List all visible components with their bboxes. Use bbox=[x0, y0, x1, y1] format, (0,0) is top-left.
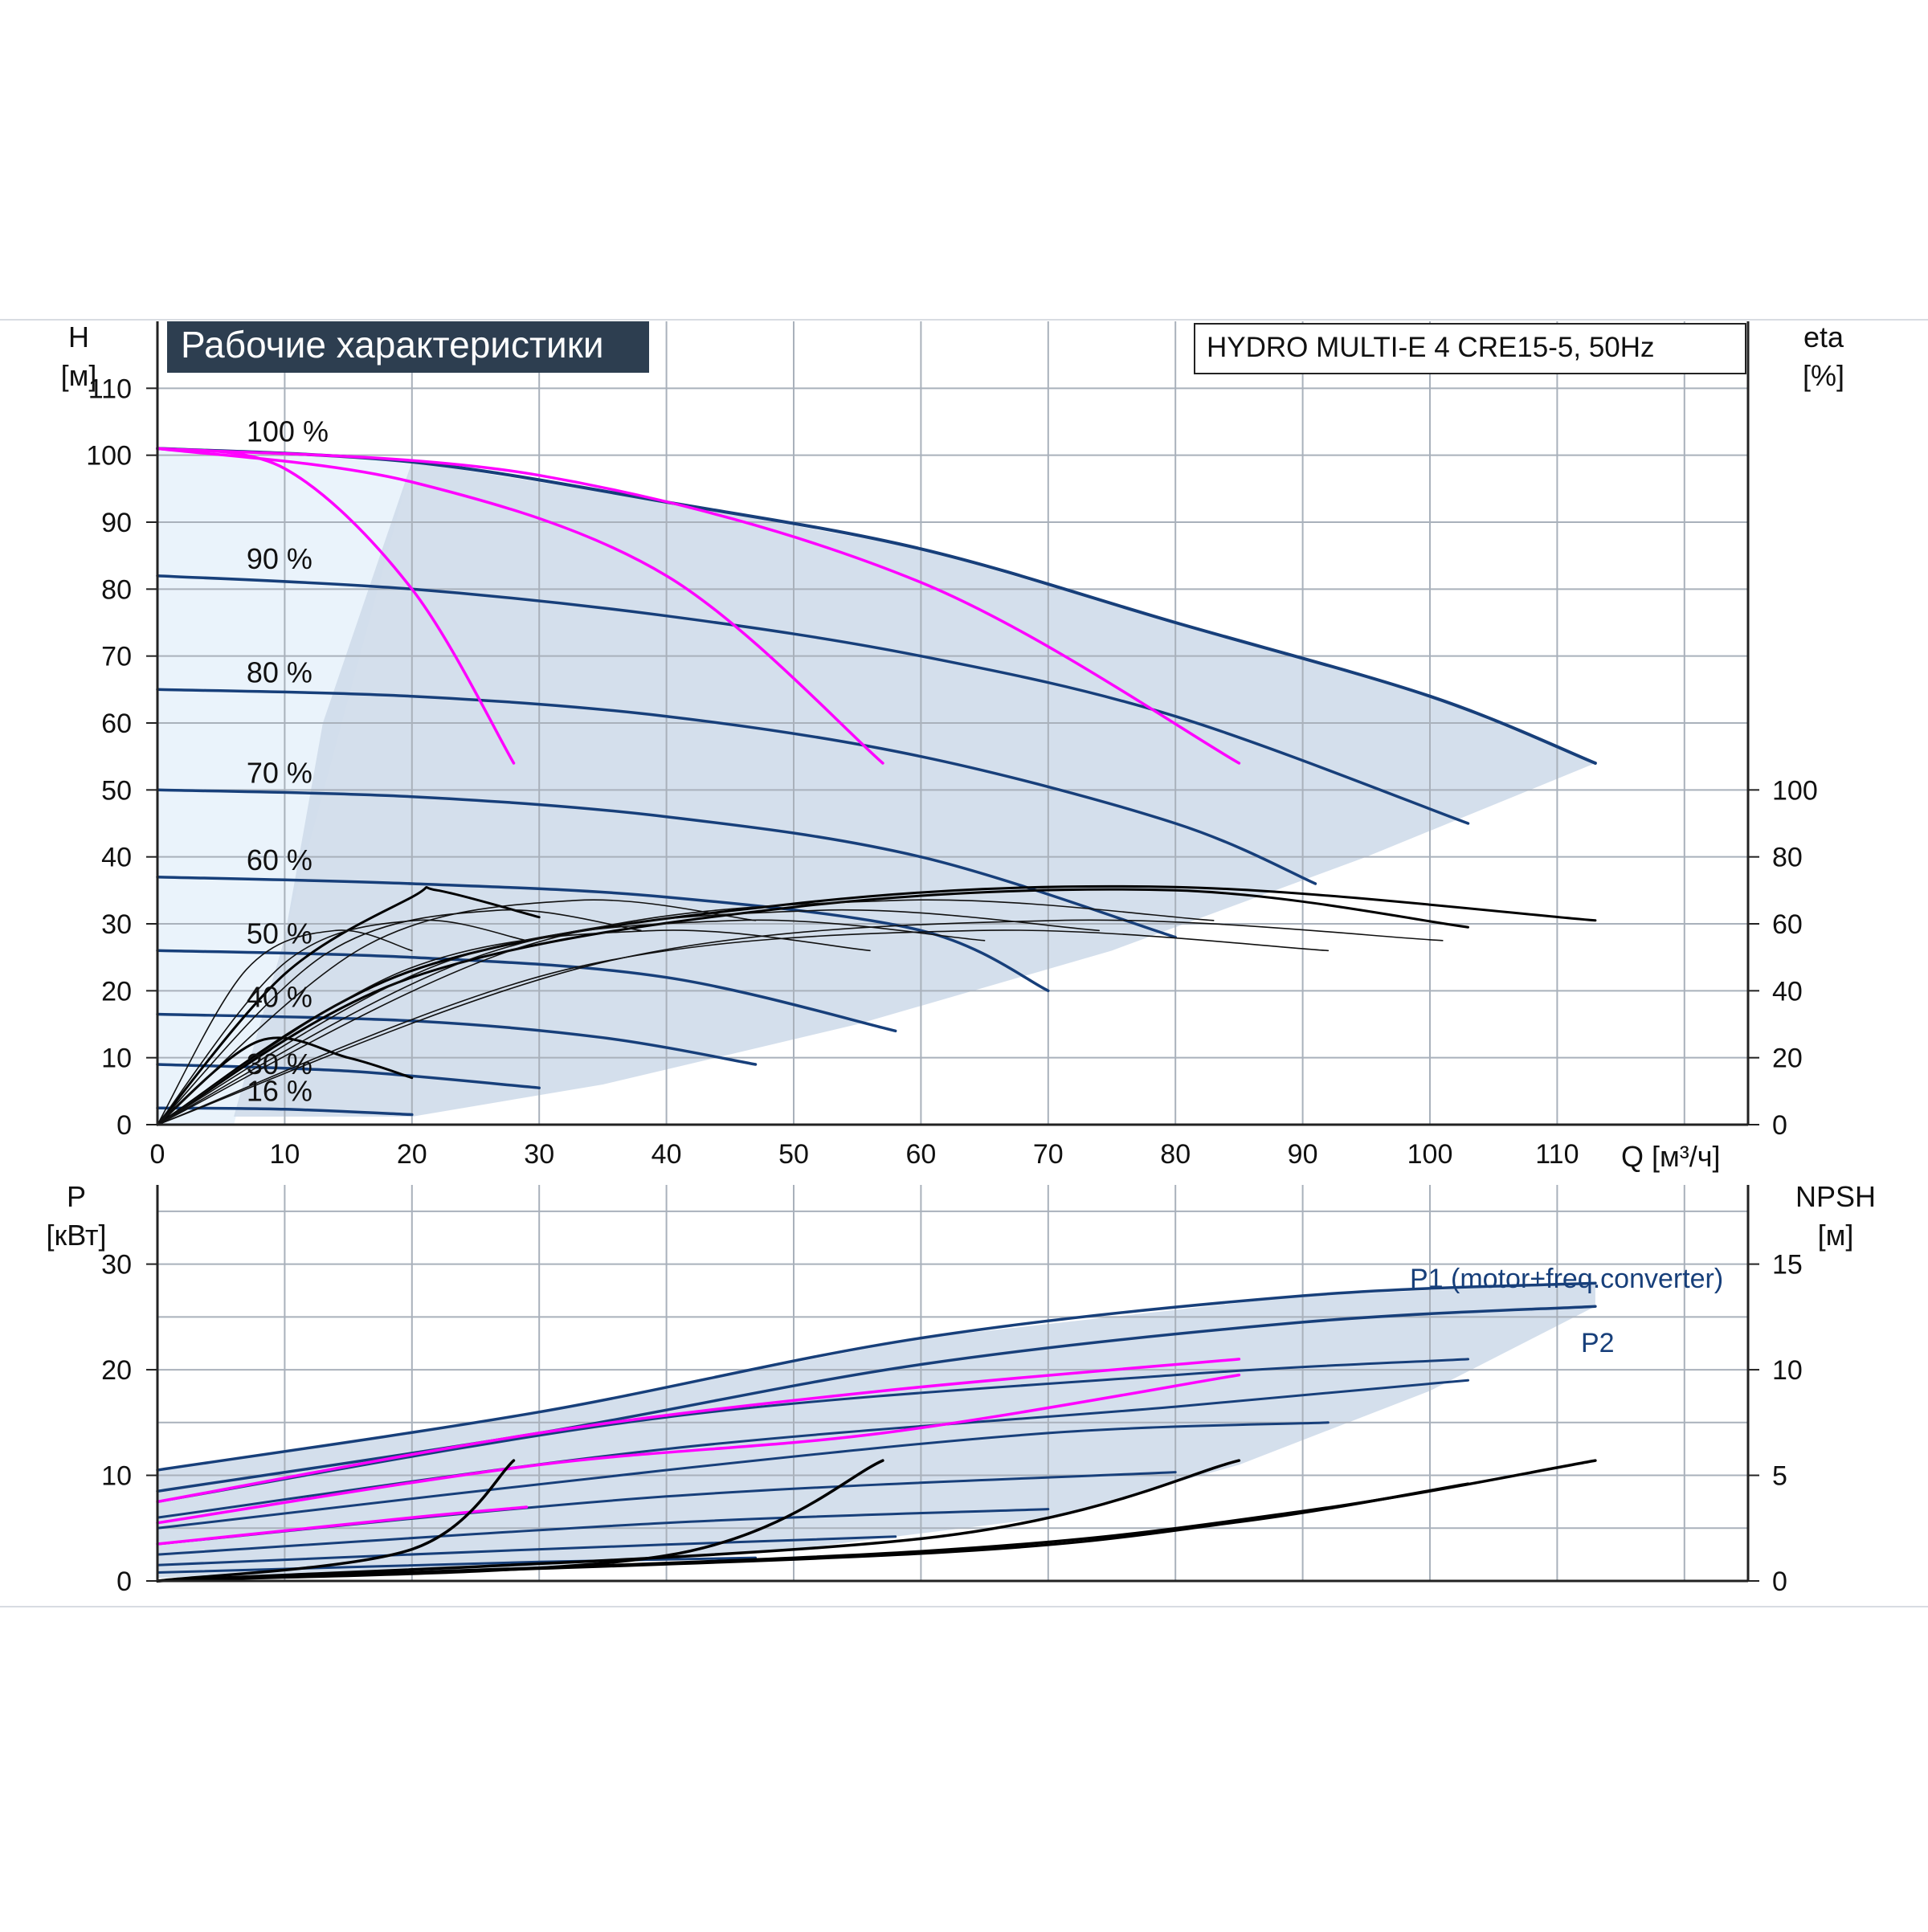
power-curve-8 bbox=[156, 1556, 757, 1574]
system-power-curve-10 bbox=[156, 1373, 1241, 1525]
chart-subtitle-box bbox=[1194, 323, 1746, 374]
speed-label: 40 % bbox=[247, 981, 312, 1014]
head-curve-6 bbox=[156, 1012, 758, 1066]
head-curve-0 bbox=[156, 447, 1597, 765]
head-y-tick-label: 100 bbox=[86, 441, 132, 472]
eta-y-tick-label: 80 bbox=[1772, 843, 1803, 873]
p2-label: P2 bbox=[1581, 1328, 1615, 1358]
speed-label: 30 % bbox=[247, 1048, 312, 1080]
eta-y-tick-label: 40 bbox=[1772, 976, 1803, 1007]
efficiency-fan-curve bbox=[157, 929, 413, 1125]
chart-title: Рабочие характеристики bbox=[181, 324, 604, 366]
head-y-tick-label: 20 bbox=[101, 976, 132, 1007]
efficiency-fan-curve bbox=[157, 919, 1444, 1125]
eta-axis-unit: [%] bbox=[1803, 359, 1844, 392]
head-x-tick-label: 30 bbox=[524, 1139, 554, 1170]
efficiency-fan-curve bbox=[157, 909, 642, 1125]
head-x-tick-label: 10 bbox=[269, 1139, 300, 1170]
npsh-axis-unit: [м] bbox=[1818, 1219, 1854, 1252]
power-y-tick-label: 30 bbox=[101, 1250, 132, 1281]
npsh-y-tick-label: 15 bbox=[1772, 1250, 1803, 1281]
efficiency-fan-curve bbox=[157, 929, 871, 1125]
head-y-tick-label: 0 bbox=[116, 1110, 132, 1141]
head-curve-4 bbox=[156, 875, 1050, 993]
power-y-tick-label: 10 bbox=[101, 1461, 132, 1492]
efficiency-fan-curve bbox=[157, 909, 1100, 1125]
power-curve-6 bbox=[156, 1508, 1050, 1556]
head-x-tick-label: 80 bbox=[1160, 1139, 1191, 1170]
head-x-tick-label: 0 bbox=[150, 1139, 165, 1170]
power-curve-2 bbox=[156, 1358, 1469, 1503]
head-curve-2 bbox=[156, 688, 1317, 885]
efficiency-curve-13 bbox=[156, 888, 1469, 1126]
efficiency-fan-curve bbox=[157, 899, 757, 1125]
efficiency-curve-14 bbox=[156, 885, 541, 1126]
flow-axis-label: Q [м³/ч] bbox=[1621, 1140, 1721, 1173]
head-x-tick-label: 110 bbox=[1535, 1139, 1579, 1170]
head-y-tick-label: 90 bbox=[101, 508, 132, 538]
head-x-tick-label: 70 bbox=[1033, 1139, 1064, 1170]
head-y-tick-label: 40 bbox=[101, 843, 132, 873]
head-x-tick-label: 90 bbox=[1288, 1139, 1318, 1170]
head-y-tick-label: 10 bbox=[101, 1044, 132, 1074]
power-y-tick-label: 0 bbox=[116, 1566, 132, 1597]
head-x-tick-label: 20 bbox=[397, 1139, 427, 1170]
eta-y-tick-label: 60 bbox=[1772, 909, 1803, 940]
eta-axis-name: eta bbox=[1803, 321, 1844, 353]
chart-subtitle: HYDRO MULTI-E 4 CRE15-5, 50Hz bbox=[1207, 332, 1655, 363]
eta-y-tick-label: 100 bbox=[1772, 775, 1818, 806]
power-axis-unit: [кВт] bbox=[46, 1219, 106, 1252]
npsh-curve-15 bbox=[156, 1459, 516, 1583]
efficiency-fan-curve bbox=[157, 899, 1215, 1125]
power-curve-1 bbox=[156, 1305, 1597, 1493]
speed-label: 80 % bbox=[247, 656, 312, 689]
head-curve-5 bbox=[156, 949, 897, 1033]
npsh-y-tick-label: 0 bbox=[1772, 1566, 1787, 1597]
p1-label: P1 (motor+freq.converter) bbox=[1410, 1264, 1723, 1294]
npsh-curve-16 bbox=[156, 1459, 1241, 1583]
head-curve-3 bbox=[156, 788, 1177, 939]
head-x-tick-label: 100 bbox=[1407, 1139, 1453, 1170]
power-y-tick-label: 20 bbox=[101, 1355, 132, 1386]
power-curve-7 bbox=[156, 1535, 897, 1566]
npsh-curve-14 bbox=[156, 1459, 884, 1583]
head-curve-1 bbox=[156, 574, 1470, 825]
power-curve-4 bbox=[156, 1421, 1330, 1530]
head-y-tick-label: 110 bbox=[88, 374, 132, 404]
power-axis-name: P bbox=[67, 1180, 86, 1213]
npsh-y-tick-label: 5 bbox=[1772, 1461, 1787, 1492]
system-curve-11 bbox=[156, 447, 1241, 765]
eta-y-tick-label: 20 bbox=[1772, 1044, 1803, 1074]
head-y-tick-label: 70 bbox=[101, 642, 132, 672]
speed-label: 90 % bbox=[247, 542, 312, 575]
npsh-y-tick-label: 10 bbox=[1772, 1355, 1803, 1386]
chart-title-box bbox=[167, 321, 649, 373]
head-axis-name: H bbox=[68, 321, 89, 353]
speed-label: 100 % bbox=[247, 415, 329, 448]
system-curve-10 bbox=[156, 447, 884, 765]
npsh-axis-name: NPSH bbox=[1795, 1180, 1876, 1213]
speed-label: 50 % bbox=[247, 917, 312, 950]
head-x-tick-label: 50 bbox=[778, 1139, 809, 1170]
head-x-tick-label: 60 bbox=[905, 1139, 936, 1170]
head-y-tick-label: 60 bbox=[101, 709, 132, 739]
head-x-tick-label: 40 bbox=[652, 1139, 682, 1170]
speed-label: 60 % bbox=[247, 843, 312, 876]
power-curve-0 bbox=[156, 1281, 1597, 1472]
speed-label: 16 % bbox=[247, 1074, 312, 1107]
system-power-curve-11 bbox=[156, 1505, 529, 1546]
efficiency-fan-curve bbox=[157, 929, 1330, 1125]
system-power-curve-9 bbox=[156, 1358, 1241, 1504]
head-y-tick-label: 50 bbox=[101, 775, 132, 806]
eta-y-tick-label: 0 bbox=[1772, 1110, 1787, 1141]
head-y-tick-label: 30 bbox=[101, 909, 132, 940]
head-y-tick-label: 80 bbox=[101, 574, 132, 605]
speed-label: 70 % bbox=[247, 757, 312, 790]
head-axis-unit: [м] bbox=[61, 359, 97, 392]
power-curve-3 bbox=[156, 1379, 1469, 1519]
efficiency-fan-curve bbox=[157, 919, 528, 1125]
